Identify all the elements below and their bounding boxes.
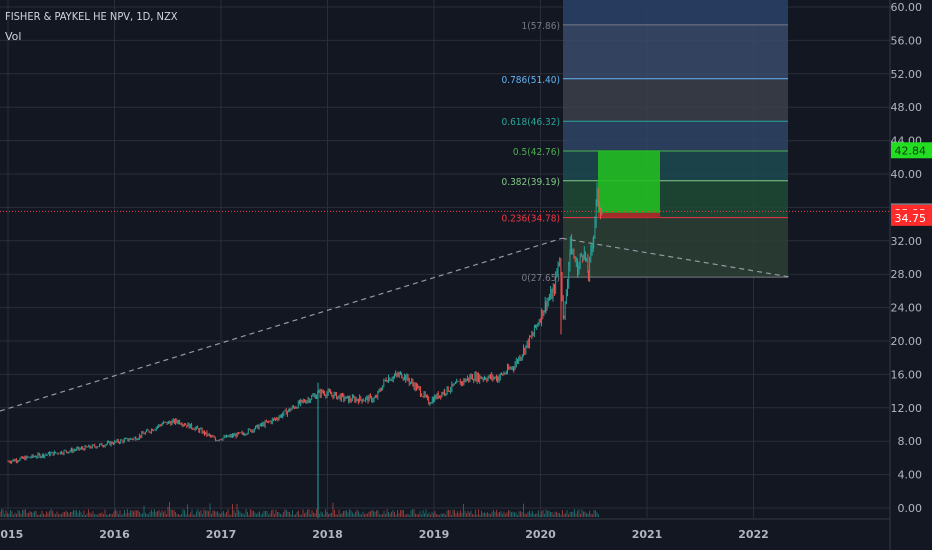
grid-lines [0, 0, 890, 518]
price-axis-tick-label: 32.00 [891, 235, 923, 248]
price-tag-label: 42.84 [895, 144, 927, 157]
fib-band [563, 150, 788, 181]
fib-level-label: 0.618(46.32) [501, 117, 560, 128]
price-tag [891, 209, 932, 226]
time-axis-tick-label: 2018 [312, 528, 343, 541]
fib-level-label: 0.382(39.19) [501, 177, 560, 188]
price-axis-tick-label: 4.00 [898, 469, 923, 482]
price-axis-tick-label: 52.00 [891, 68, 923, 81]
price-axis-tick-label: 0.00 [898, 502, 923, 515]
volume-bars [0, 502, 599, 517]
price-axis-tick-label: 56.00 [891, 34, 923, 47]
fib-band [563, 121, 788, 151]
fib-level-label: 0.786(51.40) [501, 75, 560, 86]
candles [7, 182, 603, 464]
time-axis-tick-label: 2020 [525, 528, 556, 541]
trend-line-dashed [0, 237, 562, 412]
long-position-target-zone [598, 150, 660, 213]
price-axis-tick-label: 28.00 [891, 268, 923, 281]
fib-level-label: 0.236(34.78) [501, 214, 560, 225]
price-axis-tick-label: 8.00 [898, 435, 923, 448]
fib-level-label: 0.5(42.76) [513, 147, 560, 158]
volume-indicator-label: Vol [5, 30, 22, 43]
price-tag [891, 142, 932, 159]
time-axis: 2015 2016 2017 2018 2019 2020 2021 2022 [0, 528, 769, 541]
price-tag-label: 34.75 [895, 212, 927, 225]
trend-line-dashed [561, 237, 791, 278]
price-axis-tick-label: 24.00 [891, 302, 923, 315]
price-axis-tick-label: 20.00 [891, 335, 923, 348]
price-axis-tick-label: 40.00 [891, 168, 923, 181]
chart-symbol-title: FISHER & PAYKEL HE NPV, 1D, NZX [5, 10, 178, 23]
time-axis-tick-label: 2022 [738, 528, 769, 541]
fib-extension-band [563, 0, 788, 25]
fib-band [563, 217, 788, 278]
time-axis-tick-label: 2021 [632, 528, 663, 541]
time-axis-tick-label: 2016 [99, 528, 130, 541]
time-axis-tick-label: 2015 [0, 528, 23, 541]
fib-level-label: 1(57.86) [522, 21, 561, 32]
price-axis-tick-label: 16.00 [891, 368, 923, 381]
long-position-stop-zone [598, 212, 660, 218]
fib-level-label: 0(27.65) [522, 273, 561, 284]
price-axis-tick-label: 48.00 [891, 101, 923, 114]
fib-band [563, 78, 788, 122]
price-axis-tick-label: 12.00 [891, 402, 923, 415]
fib-band [563, 24, 788, 79]
time-axis-tick-label: 2019 [419, 528, 450, 541]
price-axis-tick-label: 60.00 [891, 1, 923, 14]
time-axis-tick-label: 2017 [206, 528, 237, 541]
